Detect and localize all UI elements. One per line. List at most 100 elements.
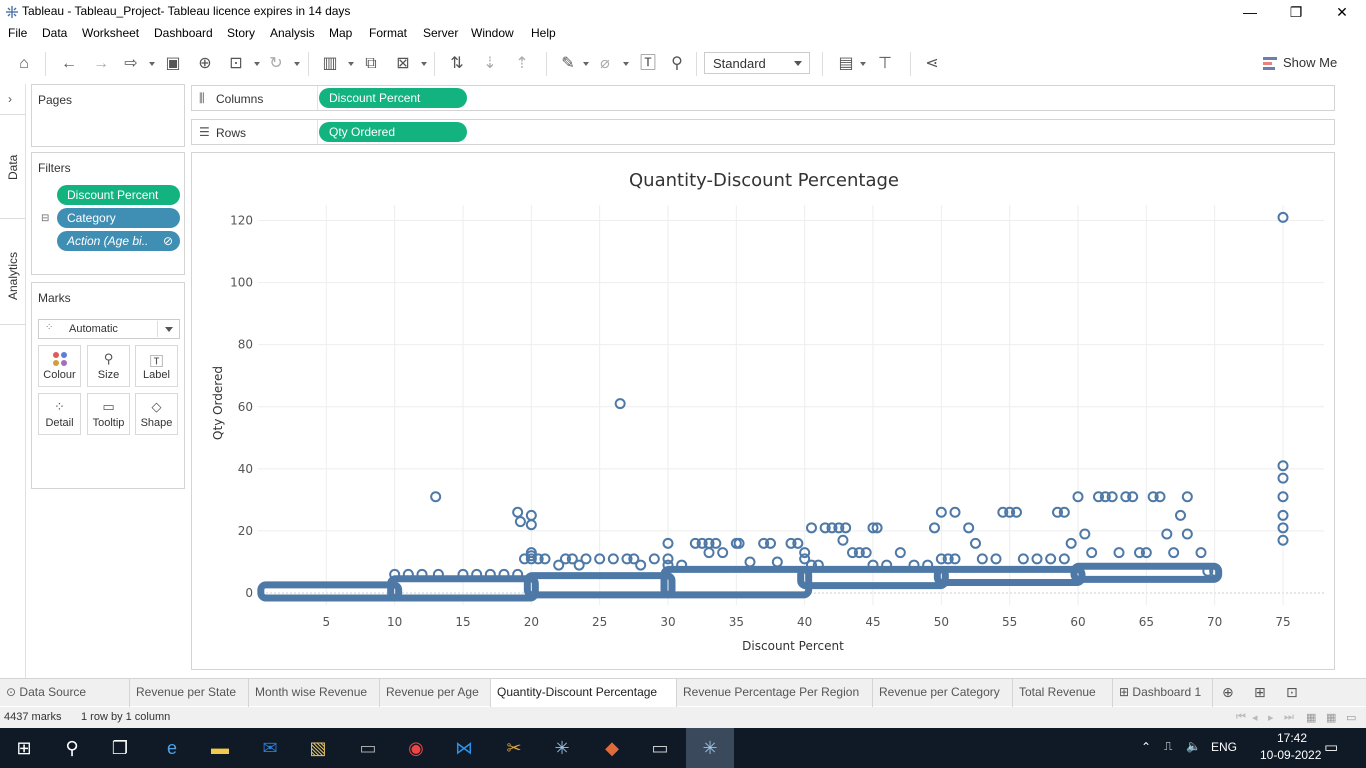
- chrome-icon[interactable]: ◉: [408, 738, 424, 758]
- scatter-point[interactable]: [1277, 509, 1289, 521]
- menu-file[interactable]: File: [8, 26, 28, 40]
- scatter-point[interactable]: [922, 559, 934, 571]
- marks-shape-button[interactable]: ◇ Shape: [135, 393, 178, 435]
- scatter-point[interactable]: [819, 522, 831, 534]
- scatter-point[interactable]: [1277, 460, 1289, 472]
- scatter-point[interactable]: [628, 553, 640, 565]
- group-dropdown-icon[interactable]: [623, 62, 629, 66]
- scatter-point[interactable]: [676, 559, 688, 571]
- sort-descending-icon[interactable]: ⇡: [515, 55, 529, 72]
- sheet-tab[interactable]: Revenue per State: [130, 679, 249, 707]
- mark-type-select[interactable]: ⁘ Automatic: [38, 319, 180, 339]
- scatter-point[interactable]: [1277, 491, 1289, 503]
- scatter-point[interactable]: [1277, 211, 1289, 223]
- scatter-point[interactable]: [614, 398, 626, 410]
- scatter-point[interactable]: [696, 537, 708, 549]
- pages-card[interactable]: Pages: [31, 84, 185, 147]
- dashboard-tab[interactable]: ⊞ Dashboard 1: [1113, 679, 1213, 707]
- scatter-point[interactable]: [826, 522, 838, 534]
- scatter-point[interactable]: [1079, 528, 1091, 540]
- outlook-icon[interactable]: ✉: [262, 738, 278, 758]
- scatter-point[interactable]: [539, 553, 551, 565]
- scatter-point[interactable]: [867, 559, 879, 571]
- scatter-point[interactable]: [806, 522, 817, 534]
- scatter-point[interactable]: [1017, 553, 1029, 565]
- scatter-point[interactable]: [1181, 528, 1193, 540]
- scatter-point[interactable]: [935, 506, 947, 518]
- scatter-point[interactable]: [847, 547, 858, 559]
- terminal-app-icon[interactable]: ▭: [359, 738, 377, 758]
- scatter-point[interactable]: [1161, 528, 1173, 540]
- scatter-point[interactable]: [963, 522, 975, 534]
- menu-format[interactable]: Format: [369, 26, 408, 40]
- scatter-point[interactable]: [566, 553, 578, 565]
- scatter-point[interactable]: [1168, 547, 1180, 559]
- next-sheet-icon[interactable]: ▸: [1268, 712, 1274, 724]
- filter-pill-category[interactable]: Category: [57, 208, 180, 228]
- scatter-point[interactable]: [471, 568, 483, 580]
- scatter-point[interactable]: [648, 553, 660, 565]
- scatter-point[interactable]: [514, 516, 526, 528]
- scatter-points[interactable]: [389, 211, 1289, 580]
- scatter-point[interactable]: [840, 522, 852, 534]
- scatter-point[interactable]: [970, 537, 981, 549]
- scatter-point[interactable]: [744, 556, 756, 568]
- new-worksheet-icon[interactable]: ▥: [322, 55, 338, 72]
- marks-tooltip-button[interactable]: ▭ Tooltip: [87, 393, 130, 435]
- fit-select[interactable]: Standard: [704, 52, 810, 74]
- marks-detail-button[interactable]: ⁘ Detail: [38, 393, 81, 435]
- save-icon[interactable]: ▣: [165, 55, 181, 72]
- new-worksheet-tab-icon[interactable]: ⊕: [1222, 684, 1234, 700]
- home-icon[interactable]: ⌂: [19, 55, 29, 72]
- menu-help[interactable]: Help: [531, 26, 556, 40]
- scatter-point[interactable]: [432, 568, 444, 580]
- scatter-point[interactable]: [837, 534, 849, 546]
- scatter-point[interactable]: [573, 559, 585, 571]
- scatter-point[interactable]: [457, 568, 469, 580]
- volume-icon[interactable]: 🔈: [1186, 739, 1201, 753]
- pause-dropdown-icon[interactable]: [254, 62, 260, 66]
- scatter-point[interactable]: [1209, 565, 1221, 577]
- scatter-point[interactable]: [710, 537, 722, 549]
- scatter-point[interactable]: [662, 553, 674, 565]
- scatter-point[interactable]: [512, 568, 524, 580]
- restore-button[interactable]: ❐: [1289, 4, 1303, 20]
- scatter-point[interactable]: [1052, 506, 1063, 518]
- file-explorer-icon[interactable]: ▬: [211, 738, 229, 758]
- rows-shelf[interactable]: ☰ Rows Qty Ordered: [191, 119, 1335, 145]
- scatter-point[interactable]: [1058, 553, 1070, 565]
- refresh-icon[interactable]: ↻: [269, 55, 283, 72]
- scatter-point[interactable]: [1072, 491, 1084, 503]
- scatter-point[interactable]: [662, 537, 674, 549]
- sheet-tab[interactable]: Revenue per Category: [873, 679, 1013, 707]
- scatter-point[interactable]: [1058, 506, 1070, 518]
- tab-data[interactable]: Data: [0, 154, 26, 194]
- menu-analysis[interactable]: Analysis: [270, 26, 315, 40]
- scatter-point[interactable]: [792, 537, 804, 549]
- notifications-icon[interactable]: ▭: [1324, 739, 1339, 756]
- scatter-point[interactable]: [525, 519, 537, 531]
- undo-icon[interactable]: ←: [61, 55, 77, 72]
- scatter-point[interactable]: [607, 553, 619, 565]
- scatter-point[interactable]: [1086, 547, 1098, 559]
- presentation-mode-icon[interactable]: ⊤: [878, 55, 892, 72]
- sheet-tab-active[interactable]: Quantity-Discount Percentage: [491, 679, 677, 707]
- duplicate-sheet-icon[interactable]: ⧉: [365, 55, 377, 72]
- tableau-app-icon[interactable]: ✳: [554, 738, 570, 758]
- group-members-icon[interactable]: ⌀: [600, 55, 610, 72]
- scatter-point[interactable]: [871, 522, 883, 534]
- columns-shelf[interactable]: ⫼ Columns Discount Percent: [191, 85, 1335, 111]
- scatter-point[interactable]: [1065, 537, 1077, 549]
- scatter-point[interactable]: [532, 553, 544, 565]
- scatter-point[interactable]: [1195, 547, 1207, 559]
- marks-label-button[interactable]: 🅃 Label: [135, 345, 178, 387]
- sheet-tab[interactable]: Total Revenue: [1013, 679, 1113, 707]
- new-story-tab-icon[interactable]: ⊡: [1286, 684, 1298, 700]
- app-icon[interactable]: ▧: [309, 738, 327, 758]
- scatter-point[interactable]: [860, 547, 872, 559]
- replay-dropdown-icon[interactable]: [149, 62, 155, 66]
- scatter-point[interactable]: [1120, 491, 1132, 503]
- sheet-tab[interactable]: Month wise Revenue: [249, 679, 380, 707]
- filter-pill-action[interactable]: Action (Age bi.. ⊘: [57, 231, 180, 251]
- scatter-point[interactable]: [799, 553, 811, 565]
